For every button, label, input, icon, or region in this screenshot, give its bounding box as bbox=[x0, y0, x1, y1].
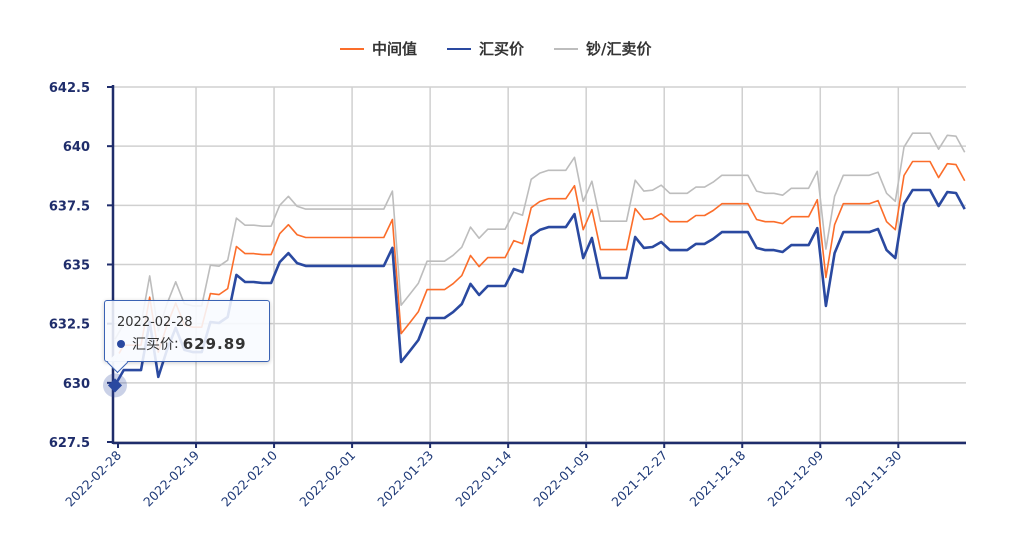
y-tick-label: 630 bbox=[63, 377, 90, 392]
series-lines bbox=[113, 132, 966, 387]
tooltip-row: 汇买价 : 629.89 bbox=[117, 334, 269, 354]
tooltip-value: 629.89 bbox=[182, 335, 247, 353]
legend-item-mid[interactable]: 中间值 bbox=[340, 38, 417, 59]
legend-swatch-mid bbox=[340, 47, 364, 50]
x-tick-label: 2022-02-28 bbox=[62, 447, 124, 509]
legend-swatch-buy bbox=[447, 47, 472, 50]
series-dot-icon bbox=[117, 340, 125, 348]
legend-item-sell[interactable]: 钞/汇卖价 bbox=[554, 38, 652, 59]
y-tick-label: 637.5 bbox=[49, 199, 90, 214]
highlight-marker bbox=[103, 373, 127, 398]
axes bbox=[107, 85, 966, 448]
x-tick-label: 2022-02-01 bbox=[296, 448, 358, 510]
x-tick-label: 2022-02-10 bbox=[218, 447, 280, 509]
y-tick-label: 627.5 bbox=[49, 436, 90, 451]
legend: 中间值 汇买价 钞/汇卖价 bbox=[340, 38, 652, 59]
series-line-buy bbox=[113, 188, 966, 387]
grid-lines bbox=[113, 86, 966, 443]
x-tick-label: 2022-01-23 bbox=[374, 448, 436, 510]
tooltip-series: 汇买价 bbox=[132, 337, 174, 353]
y-axis-labels: 627.5 630 632.5 635 637.5 640 642.5 bbox=[49, 81, 90, 451]
legend-label: 汇买价 bbox=[479, 40, 525, 58]
legend-item-buy[interactable]: 汇买价 bbox=[447, 38, 524, 59]
series-line-sell bbox=[114, 132, 966, 340]
x-tick-label: 2022-01-05 bbox=[530, 448, 592, 510]
legend-swatch-sell bbox=[554, 47, 579, 50]
x-tick-label: 2021-12-09 bbox=[764, 447, 826, 509]
x-tick-label: 2022-02-19 bbox=[140, 447, 202, 509]
x-axis-labels: 2022-02-28 2022-02-19 2022-02-10 2022-02-01… bbox=[62, 447, 904, 509]
series-line-mid bbox=[114, 160, 966, 361]
x-tick-label: 2021-12-27 bbox=[608, 448, 670, 510]
y-tick-label: 642.5 bbox=[49, 81, 90, 96]
y-tick-label: 640 bbox=[63, 140, 90, 155]
tooltip: 2022-02-28 汇买价 : 629.89 bbox=[104, 300, 270, 374]
x-tick-label: 2021-11-30 bbox=[842, 447, 904, 509]
y-tick-label: 632.5 bbox=[49, 318, 90, 333]
tooltip-date: 2022-02-28 bbox=[117, 315, 193, 330]
diamond-marker-icon bbox=[107, 378, 123, 393]
y-tick-label: 635 bbox=[63, 259, 90, 274]
tooltip-separator: : bbox=[174, 336, 179, 352]
legend-label: 钞/汇卖价 bbox=[586, 40, 652, 58]
x-tick-label: 2022-01-14 bbox=[452, 447, 514, 509]
legend-label: 中间值 bbox=[372, 40, 418, 58]
x-tick-label: 2021-12-18 bbox=[686, 447, 748, 509]
